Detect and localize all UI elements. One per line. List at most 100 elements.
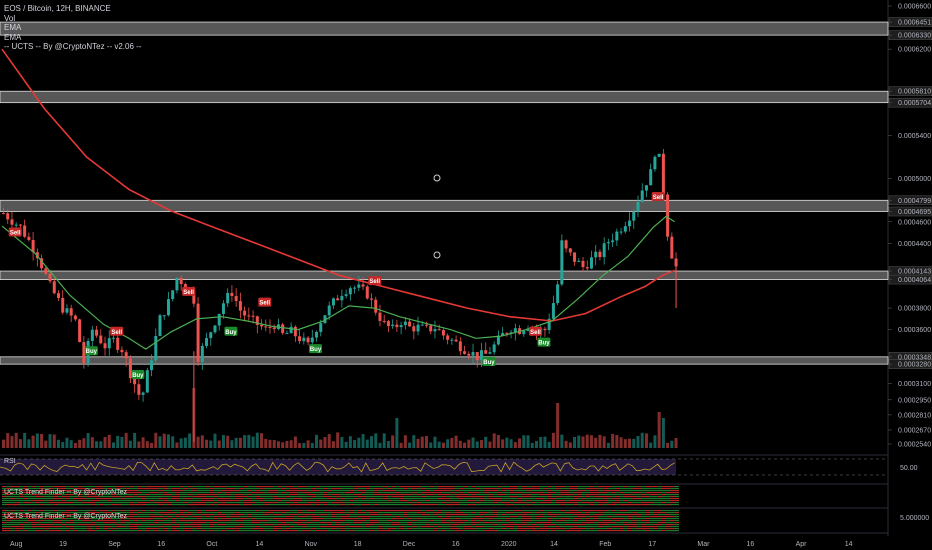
sell-signal-label: Sell bbox=[653, 195, 664, 201]
trend-cell bbox=[420, 518, 426, 520]
trend-cell bbox=[150, 518, 155, 520]
trend-cell bbox=[636, 514, 641, 516]
trend-cell bbox=[213, 504, 218, 506]
trend-cell bbox=[585, 488, 591, 490]
trend-cell bbox=[40, 496, 45, 498]
trend-cell bbox=[378, 496, 383, 498]
trend-cell bbox=[530, 502, 536, 504]
trend-cell bbox=[581, 494, 586, 496]
legend-vol[interactable]: Vol bbox=[4, 13, 16, 23]
trend-cell bbox=[471, 496, 476, 498]
trend-cell bbox=[116, 526, 121, 528]
trend-cell bbox=[661, 514, 667, 516]
trend-cell bbox=[251, 520, 256, 522]
trend-cell bbox=[154, 500, 159, 502]
trend-cell bbox=[61, 522, 66, 524]
sr-zone bbox=[0, 90, 889, 104]
time-tick-label: Nov bbox=[305, 541, 318, 548]
legend-ema-2[interactable]: EMA bbox=[4, 32, 22, 42]
trend-cell bbox=[10, 498, 15, 500]
trend-cell bbox=[370, 486, 375, 488]
trend-cell bbox=[551, 492, 557, 494]
trend-cell bbox=[606, 526, 612, 528]
trend-cell bbox=[344, 496, 350, 498]
volume-bar bbox=[513, 442, 517, 448]
trend-cell bbox=[188, 492, 193, 494]
price-axis[interactable]: 0.00066000.00064510.00063300.00062000.00… bbox=[888, 4, 932, 449]
legend-ucts[interactable]: -- UCTS -- By @CryptoNTez -- v2.06 -- bbox=[4, 42, 142, 51]
trend-cell bbox=[14, 520, 20, 522]
candle-body bbox=[437, 329, 441, 331]
candle-body bbox=[40, 258, 44, 269]
trend-cell bbox=[69, 492, 75, 494]
symbol-title[interactable]: EOS / Bitcoin, 12H, BINANCE bbox=[4, 4, 111, 13]
trend-cell bbox=[10, 490, 15, 492]
trend-cell bbox=[145, 488, 151, 490]
trend-cell bbox=[44, 518, 49, 520]
trend-cell bbox=[501, 520, 506, 522]
trend-cell bbox=[441, 500, 447, 502]
trend-cell bbox=[226, 502, 231, 504]
trend-cell bbox=[221, 486, 227, 488]
legend-ema-1[interactable]: EMA bbox=[4, 23, 22, 32]
trend-cell bbox=[302, 498, 307, 500]
price-tick-label: 0.0002540 bbox=[898, 442, 931, 449]
trend-cell bbox=[357, 522, 362, 524]
time-tick-label: Oct bbox=[206, 541, 217, 548]
trend-cell bbox=[264, 490, 269, 492]
trend-cell bbox=[298, 492, 303, 494]
trend-cell bbox=[539, 502, 544, 504]
trend-cell bbox=[226, 510, 231, 512]
trend-cell bbox=[636, 490, 641, 492]
trend-cell bbox=[18, 524, 24, 526]
time-tick-label: Feb bbox=[599, 541, 611, 548]
trend-cell bbox=[657, 520, 663, 522]
trend-cell bbox=[205, 492, 210, 494]
trend-cell bbox=[463, 528, 468, 530]
volume-bar bbox=[56, 439, 60, 448]
trend-cell bbox=[573, 502, 578, 504]
trend-cell bbox=[255, 528, 261, 530]
trend-cell bbox=[285, 518, 290, 520]
trend-cell bbox=[475, 530, 481, 532]
trend-cell bbox=[260, 522, 265, 524]
trend-cell bbox=[285, 512, 290, 514]
trend-cell bbox=[492, 530, 498, 532]
trend-cell bbox=[501, 500, 506, 502]
trend-cell bbox=[2, 512, 7, 514]
trend-cell bbox=[403, 518, 409, 520]
trend-cell bbox=[505, 530, 510, 532]
trend-finder-title-1[interactable]: UCTS Trend Finder -- By @CryptoNTez bbox=[4, 489, 128, 496]
trend-cell bbox=[479, 510, 485, 512]
trend-cell bbox=[391, 520, 396, 522]
trend-cell bbox=[543, 500, 548, 502]
trend-cell bbox=[526, 512, 531, 514]
trend-cell bbox=[323, 524, 328, 526]
rsi-title[interactable]: RSI bbox=[4, 458, 16, 465]
trend-cell bbox=[255, 524, 261, 526]
trend-cell bbox=[247, 502, 252, 504]
trend-cell bbox=[340, 514, 345, 516]
trend-cell bbox=[315, 512, 320, 514]
trend-cell bbox=[509, 528, 515, 530]
trend-finder-title-2[interactable]: UCTS Trend Finder -- By @CryptoNTez bbox=[4, 513, 128, 520]
trend-cell bbox=[6, 504, 11, 506]
trend-cell bbox=[238, 518, 244, 520]
trend-cell bbox=[573, 516, 578, 518]
trend-cell bbox=[183, 518, 189, 520]
trend-cell bbox=[209, 488, 214, 490]
trend-cell bbox=[594, 486, 599, 488]
trend-cell bbox=[73, 524, 79, 526]
trend-cell bbox=[628, 500, 633, 502]
candle-body bbox=[14, 224, 18, 226]
trend-cell bbox=[23, 516, 28, 518]
trend-cell bbox=[340, 524, 345, 526]
trend-cell bbox=[403, 488, 409, 490]
volume-bar bbox=[179, 438, 183, 448]
trend-cell bbox=[306, 530, 311, 532]
trend-cell bbox=[166, 522, 172, 524]
time-axis[interactable]: Aug 19 Sep 16 Oct 14 Nov 18 Dec 16 2020 14 Feb 17 Mar 1… bbox=[10, 541, 853, 548]
trend-cell bbox=[226, 524, 231, 526]
trend-cell bbox=[399, 510, 405, 512]
